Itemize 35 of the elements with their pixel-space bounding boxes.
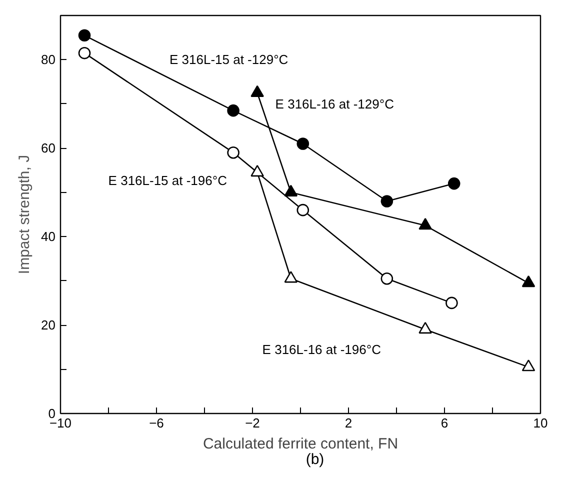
point [448, 177, 460, 190]
point [446, 296, 458, 310]
y-tick-label: 0 [48, 406, 56, 421]
x-tick-label: 10 [533, 416, 548, 430]
point [380, 272, 394, 285]
y-tick-label: 40 [41, 229, 56, 244]
point [522, 359, 536, 372]
x-tick-label: 2 [344, 416, 352, 430]
point [227, 104, 240, 117]
x-axis-title: Calculated ferrite content, FN [202, 436, 398, 452]
point [78, 29, 91, 42]
text: E 316L-16 at -196°C [262, 342, 381, 357]
y-tick-label: 20 [41, 318, 56, 333]
y-tick-label: 80 [41, 52, 56, 68]
y-axis-title: Impact strength, J [16, 154, 34, 274]
x-tick-label: 6 [440, 416, 448, 430]
x-tick-label: −6 [149, 416, 164, 430]
series-label: E 316L-15 at -129°C [170, 52, 288, 67]
point [78, 46, 91, 60]
point [284, 184, 298, 197]
x-tick-label: −2 [245, 416, 260, 430]
point [522, 275, 536, 288]
text: (b) [306, 450, 324, 470]
point [380, 195, 394, 208]
series-label: E 316L-16 at -129°C [275, 96, 394, 112]
point [296, 204, 310, 216]
point [284, 271, 298, 283]
point [296, 138, 310, 150]
point [250, 85, 264, 98]
series-label: E 316L-15 at -196°C [108, 173, 227, 188]
point [227, 146, 240, 159]
y-tick-label: 60 [41, 140, 56, 156]
point [250, 164, 264, 177]
point [418, 322, 432, 334]
point [418, 218, 432, 230]
